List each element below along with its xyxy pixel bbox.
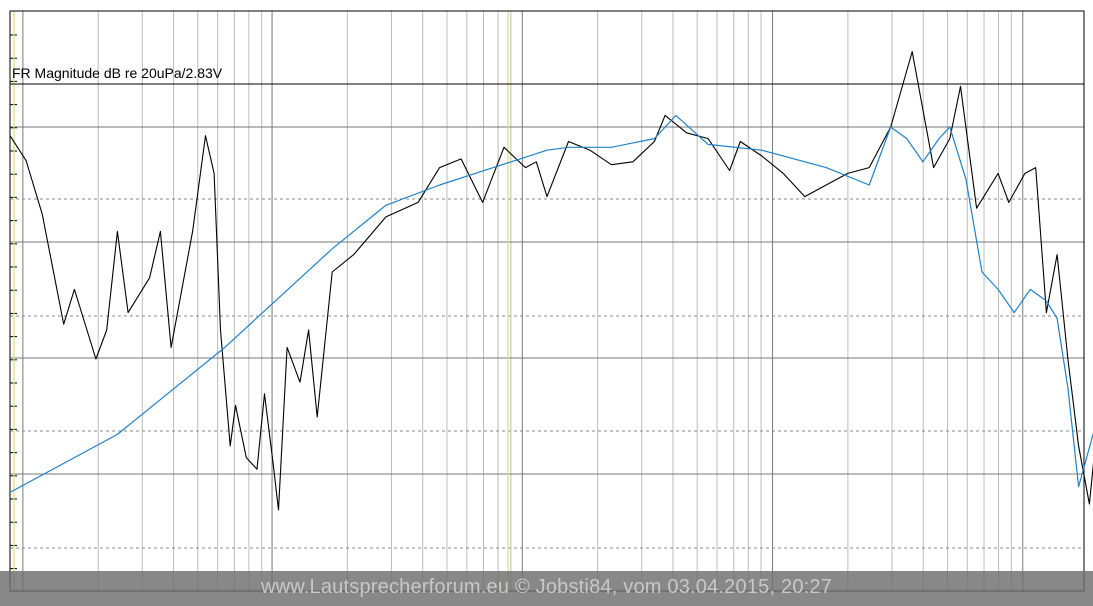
- series-line-2: [9, 114, 1093, 493]
- chart-title: FR Magnitude dB re 20uPa/2.83V: [12, 65, 223, 81]
- series-group: [9, 51, 1093, 511]
- watermark: www.Lautsprecherforum.eu © Jobsti84, vom…: [0, 571, 1093, 606]
- series-line-1: [9, 51, 1093, 511]
- vertical-grid: [22, 11, 1024, 591]
- horizontal-grid: [10, 126, 1084, 549]
- marker-lines: [13, 11, 509, 591]
